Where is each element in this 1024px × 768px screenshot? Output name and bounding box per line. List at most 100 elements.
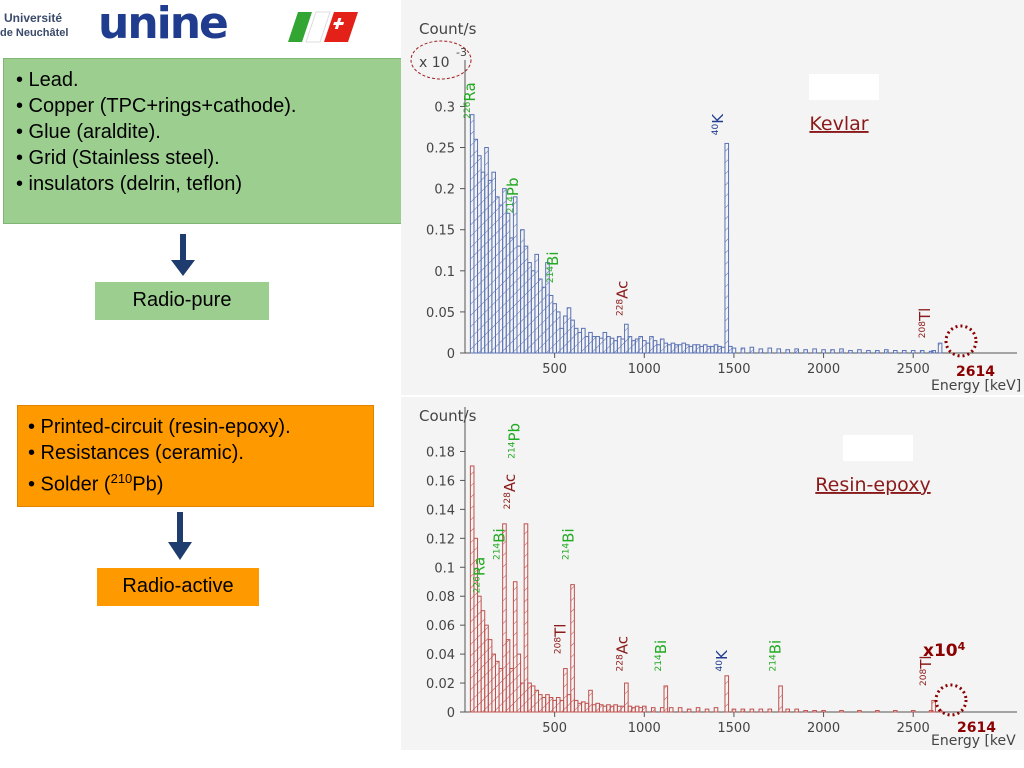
- peak-label: 208Tl: [551, 624, 569, 655]
- spectrum-bar: [720, 346, 726, 354]
- spectrum-bar: [509, 668, 514, 713]
- peak-label-element: Pb: [504, 178, 522, 197]
- spectrum-bar: [931, 699, 936, 713]
- peak-label-isotope: 226: [473, 576, 483, 593]
- spectrum-bar: [588, 331, 593, 354]
- spectrum-bar: [670, 342, 676, 354]
- peak-label-text: 214Pb: [506, 423, 524, 459]
- spectrum-bar: [469, 114, 475, 354]
- spectrum-bar: [613, 340, 618, 354]
- spectrum-bar: [919, 350, 925, 354]
- spectrum-bar: [545, 694, 550, 713]
- logo-line1: Université: [4, 11, 63, 25]
- resin-spectrum-chart: 500 1000 1500 2000 2500 0 0.02 0.04 0.06 0.08 0.1 0…: [419, 407, 1017, 749]
- spectrum-bar: [548, 294, 554, 354]
- spectrum-bar: [713, 707, 719, 713]
- peak-label-text: 214Pb: [504, 178, 522, 214]
- spectrum-bar: [555, 311, 561, 354]
- spectrum-bar: [839, 348, 844, 354]
- spectrum-bar: [491, 653, 496, 713]
- spectrum-bar: [724, 142, 730, 354]
- spectrum-bar: [616, 705, 622, 713]
- spectrum-bar: [473, 138, 479, 354]
- spectrum-bar: [591, 704, 597, 713]
- chart-title: Kevlar: [809, 113, 868, 135]
- spectrum-bar: [699, 345, 704, 354]
- peak-label-text: 228Ac: [613, 636, 631, 671]
- spectrum-bar: [681, 342, 687, 354]
- y-tick-label: 0.08: [426, 590, 455, 605]
- peak-label-text: 214Bi: [490, 528, 508, 560]
- peak-label-isotope: 214: [506, 196, 516, 213]
- spectrum-bar: [776, 348, 782, 354]
- spectrum-bar: [695, 707, 701, 713]
- spectrum-bar: [581, 327, 586, 354]
- spectrum-bar: [677, 344, 683, 354]
- peak-label-isotope: 214: [508, 441, 518, 458]
- spectrum-bar: [652, 340, 658, 354]
- spectrum-bar: [502, 523, 507, 713]
- spectrum-bar: [740, 708, 746, 713]
- peak-label: 214Bi: [767, 640, 785, 672]
- spectrum-bar: [686, 708, 692, 713]
- x-tick-label: 1500: [717, 721, 750, 736]
- spectrum-bar: [758, 348, 764, 354]
- swiss-flag-icon: [288, 11, 358, 43]
- spectrum-bar: [624, 682, 629, 713]
- y-tick-label: 0.18: [426, 445, 455, 460]
- x-tick-label: 2000: [807, 721, 840, 736]
- peak-highlight-circle: [934, 683, 968, 717]
- spectrum-bar: [512, 196, 518, 354]
- spectrum-bar: [713, 344, 719, 354]
- multiplier-exponent: 4: [958, 640, 966, 653]
- spectrum-bar: [534, 253, 540, 354]
- spectrum-bar: [498, 204, 504, 354]
- spectrum-bar: [570, 584, 575, 713]
- spectrum-bar: [821, 710, 826, 713]
- spectrum-bar: [534, 689, 540, 713]
- spectrum-bar: [740, 347, 746, 354]
- y-scale-label: x 10: [419, 55, 450, 71]
- spectrum-bar: [477, 595, 482, 713]
- spectrum-bar: [688, 345, 694, 354]
- peak-label: 226Ra: [471, 557, 489, 593]
- peak-label-isotope: 214: [561, 543, 571, 560]
- peak-label-text: 40K: [709, 113, 727, 135]
- chart-title: Resin-epoxy: [815, 474, 930, 496]
- spectrum-bar: [552, 699, 557, 713]
- y-scale-exponent: -3: [456, 46, 467, 59]
- spectrum-bar: [477, 155, 482, 354]
- multiplier-base: x10: [923, 641, 958, 661]
- y-tick-label: 0.02: [426, 677, 455, 692]
- list-item: • Grid (Stainless steel).: [16, 147, 220, 169]
- x-tick-label: 1000: [628, 362, 661, 377]
- spectrum-bar: [931, 350, 936, 354]
- peak-label-element: Tl: [916, 308, 934, 322]
- spectrum-bar: [516, 653, 522, 713]
- list-item: • Lead.: [16, 69, 79, 91]
- peak-label-element: Bi: [559, 528, 577, 542]
- peak-label: 228Ac: [613, 281, 631, 316]
- spectrum-bar: [803, 349, 808, 354]
- peak-label-text: 214Bi: [559, 528, 577, 560]
- spectrum-bar: [548, 697, 554, 713]
- spectrum-bar: [516, 245, 522, 354]
- spectrum-bar: [937, 342, 943, 354]
- peak-label-isotope: 208: [918, 321, 928, 338]
- spectrum-bar: [724, 675, 730, 713]
- peak-label-isotope: 208: [553, 637, 563, 654]
- spectrum-bar: [509, 237, 514, 354]
- spectrum-bar: [613, 704, 618, 713]
- y-tick-label: 0.12: [426, 532, 455, 547]
- spectrum-bar: [616, 336, 622, 354]
- spectrum-bar: [484, 147, 489, 354]
- spectrum-bar: [641, 705, 647, 713]
- peak-label-isotope: 214: [546, 266, 556, 283]
- spectrum-bar: [555, 697, 561, 713]
- spectrum-bar: [677, 707, 683, 713]
- spectrum-bar: [645, 342, 651, 354]
- radio-pure-materials-list: • Lead. • Copper (TPC+rings+cathode). • …: [16, 67, 411, 197]
- spectrum-bar: [606, 336, 611, 354]
- spectrum-bar: [794, 708, 799, 713]
- y-tick-label: 0.3: [434, 100, 455, 115]
